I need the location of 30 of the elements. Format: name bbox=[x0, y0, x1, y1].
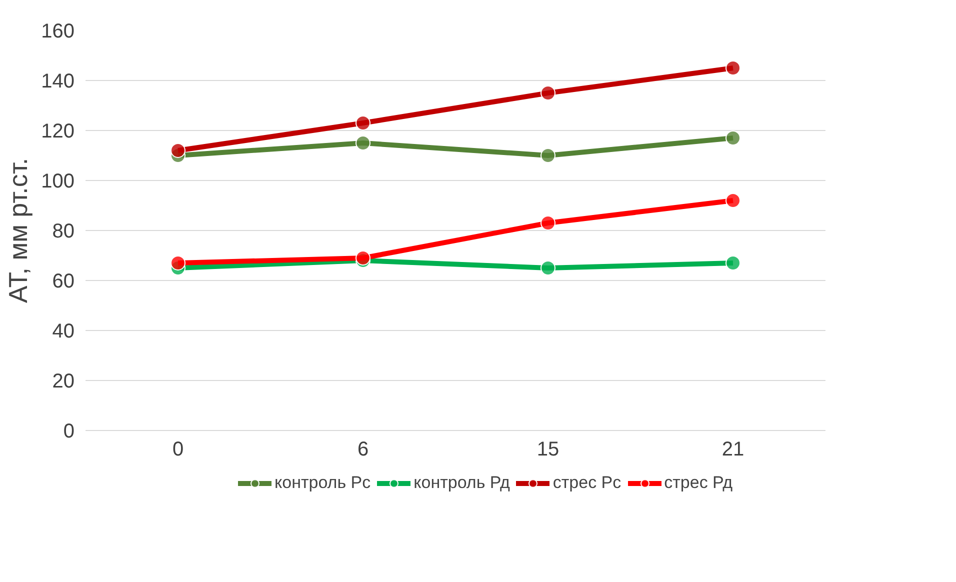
y-tick-label: 20 bbox=[52, 370, 75, 392]
y-tick-label: 160 bbox=[41, 20, 75, 42]
point bbox=[356, 116, 370, 130]
y-tick-label: 120 bbox=[41, 120, 75, 142]
legend-label: стрес Рс bbox=[552, 473, 622, 493]
point bbox=[726, 60, 740, 76]
y-tick-label: 80 bbox=[52, 220, 75, 242]
x-tick-label: 0 bbox=[172, 438, 184, 460]
y-axis-title: АТ, мм рт.ст. bbox=[3, 158, 34, 304]
x-tick-label: 21 bbox=[722, 438, 744, 460]
point bbox=[726, 193, 740, 208]
y-tick-label: 140 bbox=[41, 70, 75, 92]
point bbox=[540, 260, 556, 276]
y-tick-label: 40 bbox=[52, 320, 75, 342]
x-tick-label: 6 bbox=[357, 438, 369, 460]
point bbox=[170, 256, 186, 270]
point bbox=[540, 148, 556, 163]
legend-label: контроль Рд bbox=[414, 473, 510, 493]
point bbox=[540, 86, 556, 100]
y-tick-label: 60 bbox=[52, 270, 75, 292]
legend-label: контроль Рс bbox=[274, 473, 371, 493]
x-tick-label: 15 bbox=[536, 438, 560, 460]
point bbox=[540, 216, 556, 230]
y-tick-label: 100 bbox=[41, 170, 75, 192]
point bbox=[356, 136, 370, 150]
point bbox=[726, 130, 740, 146]
y-tick-label: 0 bbox=[63, 420, 74, 442]
point bbox=[726, 256, 740, 270]
legend-label: стрес Рд bbox=[664, 473, 732, 493]
point bbox=[170, 143, 186, 158]
